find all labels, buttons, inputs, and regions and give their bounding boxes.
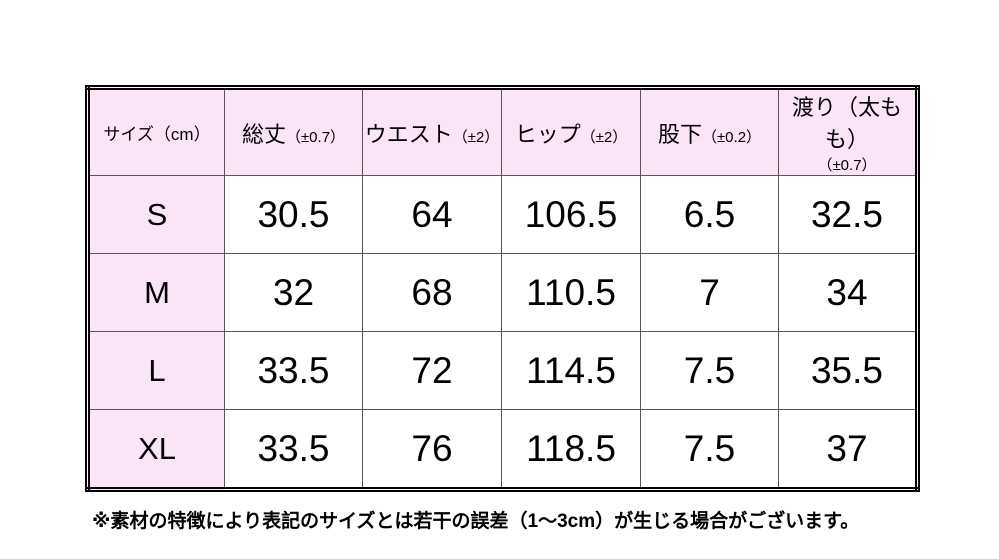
size-row: M 32 68 110.5 7 34 <box>87 253 918 332</box>
header-cell: ヒップ（±2） <box>501 87 641 176</box>
size-label: XL <box>87 409 225 490</box>
measurement: 76 <box>362 409 502 490</box>
header-cell: 股下（±0.2） <box>640 87 779 176</box>
size-row: L 33.5 72 114.5 7.5 35.5 <box>87 331 918 410</box>
measurement: 68 <box>362 253 502 332</box>
measurement: 34 <box>778 253 918 332</box>
note: ※素材の特徴により表記のサイズとは若干の誤差（1～3cm）が生じる場合がございま… <box>92 511 860 532</box>
measurement: 32.5 <box>778 175 918 254</box>
header-tolerance: （±2） <box>580 128 628 146</box>
measurement: 30.5 <box>224 175 363 254</box>
header-cell: 総丈（±0.7） <box>224 87 363 176</box>
measurement: 7.5 <box>640 409 779 490</box>
measurement: 106.5 <box>501 175 641 254</box>
measurement: 114.5 <box>501 331 641 410</box>
measurement: 33.5 <box>224 331 363 410</box>
header-tolerance: （±0.7） <box>285 128 346 146</box>
header-tolerance: （±0.2） <box>701 128 762 146</box>
measurement: 32 <box>224 253 363 332</box>
size-label: S <box>87 175 225 254</box>
size-row: S 30.5 64 106.5 6.5 32.5 <box>87 175 918 254</box>
size-row: XL 33.5 76 118.5 7.5 37 <box>87 409 918 490</box>
header-label: 渡り（太もも） <box>791 95 902 152</box>
header-row: サイズ（cm） 総丈（±0.7） ウエスト（±2） ヒップ（±2） 股下（±0.2） 渡り… <box>87 87 918 176</box>
header-label: ウエスト <box>364 121 453 147</box>
header-tolerance: （±0.7） <box>817 157 877 174</box>
measurement: 118.5 <box>501 409 641 490</box>
measurement: 6.5 <box>640 175 779 254</box>
header-label: 総丈 <box>241 121 286 147</box>
measurement: 7.5 <box>640 331 779 410</box>
size-label: M <box>87 253 225 332</box>
header-cell: サイズ（cm） <box>87 87 225 176</box>
header-tolerance: （±2） <box>452 128 500 146</box>
header-label: ヒップ <box>514 121 581 147</box>
measurement: 7 <box>640 253 779 332</box>
measurement: 72 <box>362 331 502 410</box>
measurement: 64 <box>362 175 502 254</box>
header-cell: 渡り（太もも） （±0.7） <box>778 87 918 176</box>
measurement: 33.5 <box>224 409 363 490</box>
header-label: 股下 <box>657 121 702 147</box>
header-cell: ウエスト（±2） <box>362 87 502 176</box>
size-label: L <box>87 331 225 410</box>
size-table: サイズ（cm） 総丈（±0.7） ウエスト（±2） ヒップ（±2） 股下（±0.2） 渡り… <box>85 85 920 492</box>
header-label: サイズ（cm） <box>103 125 211 144</box>
measurement: 37 <box>778 409 918 490</box>
measurement: 110.5 <box>501 253 641 332</box>
measurement: 35.5 <box>778 331 918 410</box>
